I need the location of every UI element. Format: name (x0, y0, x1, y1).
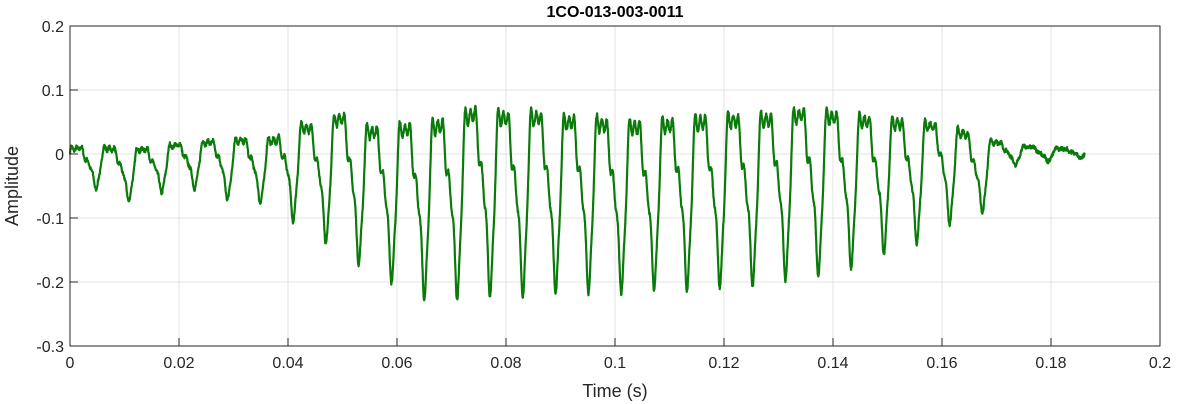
x-tick-label: 0.12 (708, 355, 739, 372)
y-axis-ticks: -0.3 -0.2 -0.1 0 0.1 0.2 (36, 19, 78, 356)
x-axis-label: Time (s) (582, 381, 647, 401)
waveform-line (68, 104, 1086, 302)
y-tick-label: 0 (55, 147, 64, 164)
y-axis-label: Amplitude (2, 146, 22, 226)
x-axis-ticks: 0 0.02 0.04 0.06 0.08 0.1 0.12 0.14 0.16 0.18 0.2 (66, 338, 1171, 372)
x-tick-label: 0.08 (490, 355, 521, 372)
waveform-series (68, 104, 1086, 302)
x-tick-label: 0.1 (604, 355, 626, 372)
x-tick-label: 0 (66, 355, 75, 372)
x-tick-label: 0.04 (272, 355, 303, 372)
chart-title: 1CO-013-003-0011 (547, 4, 684, 21)
x-tick-label: 0.18 (1035, 355, 1066, 372)
y-tick-label: -0.2 (36, 275, 64, 292)
x-tick-label: 0.02 (163, 355, 194, 372)
x-tick-label: 0.06 (381, 355, 412, 372)
x-tick-label: 0.16 (926, 355, 957, 372)
y-tick-label: -0.1 (36, 211, 64, 228)
y-tick-label: 0.1 (42, 83, 64, 100)
x-tick-label: 0.2 (1149, 355, 1171, 372)
y-tick-label: -0.3 (36, 339, 64, 356)
y-tick-label: 0.2 (42, 19, 64, 36)
x-tick-label: 0.14 (817, 355, 848, 372)
